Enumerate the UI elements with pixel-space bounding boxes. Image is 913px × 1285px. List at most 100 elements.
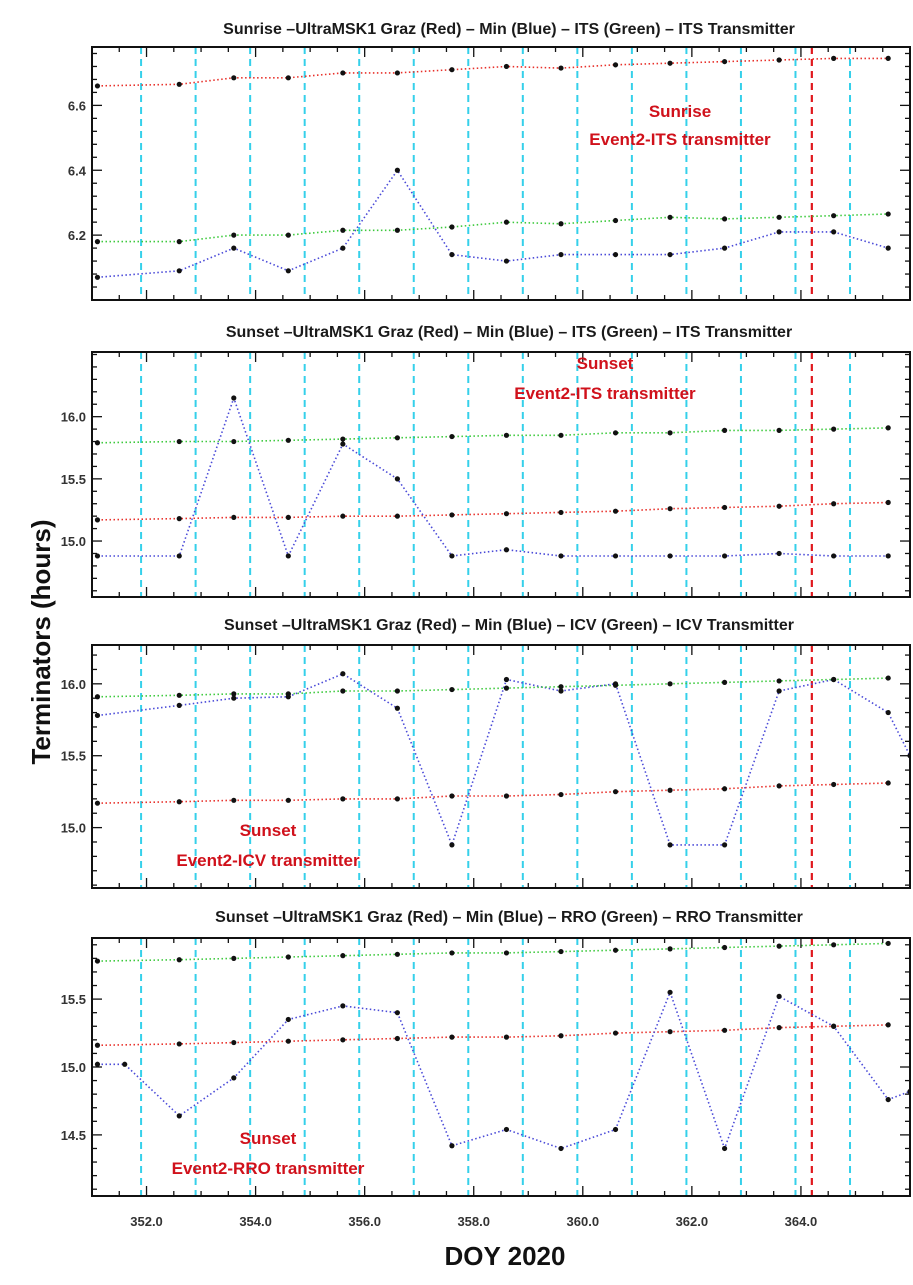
data-point bbox=[285, 691, 291, 697]
data-point bbox=[94, 553, 101, 559]
data-point bbox=[449, 1034, 455, 1040]
series-line-2 bbox=[97, 168, 889, 279]
series-line-2 bbox=[97, 672, 910, 848]
data-point bbox=[94, 239, 101, 245]
data-point bbox=[831, 1023, 837, 1029]
data-point bbox=[340, 688, 346, 694]
data-point bbox=[885, 55, 891, 61]
data-point bbox=[721, 553, 728, 559]
data-point bbox=[285, 1016, 291, 1023]
data-point bbox=[612, 251, 619, 258]
data-point bbox=[558, 1145, 564, 1152]
data-point bbox=[831, 501, 837, 507]
data-point bbox=[831, 942, 837, 948]
data-point bbox=[176, 1041, 182, 1047]
data-point bbox=[176, 692, 182, 698]
data-point bbox=[231, 955, 237, 961]
data-point bbox=[612, 947, 619, 953]
y-tick-label: 16.0 bbox=[61, 677, 86, 692]
y-tick-label: 15.5 bbox=[61, 992, 86, 1007]
data-point bbox=[885, 553, 891, 559]
data-point bbox=[558, 688, 564, 694]
data-point bbox=[503, 1034, 510, 1040]
data-point bbox=[721, 245, 728, 251]
data-point bbox=[503, 547, 510, 553]
chart-panel-3: Sunset –UltraMSK1 Graz (Red) – Min (Blue… bbox=[61, 617, 911, 889]
y-tick-label: 16.0 bbox=[61, 410, 86, 425]
data-point bbox=[340, 953, 346, 959]
data-point bbox=[885, 709, 891, 716]
series-line-3 bbox=[97, 942, 889, 962]
panel-title: Sunset –UltraMSK1 Graz (Red) – Min (Blue… bbox=[215, 909, 803, 926]
data-point bbox=[885, 245, 891, 251]
data-point bbox=[885, 211, 891, 217]
data-point bbox=[721, 1145, 728, 1152]
data-point bbox=[885, 1096, 891, 1103]
data-point bbox=[394, 167, 400, 173]
data-point bbox=[285, 514, 291, 521]
data-point bbox=[340, 1037, 346, 1043]
data-point bbox=[394, 1035, 400, 1042]
data-point bbox=[558, 432, 564, 438]
data-point bbox=[285, 437, 291, 443]
data-point bbox=[776, 943, 782, 949]
x-axis-label: DOY 2020 bbox=[445, 1241, 566, 1271]
panel-annotation: Event2-RRO transmitter bbox=[172, 1159, 365, 1178]
data-point bbox=[558, 251, 564, 258]
data-point bbox=[231, 438, 237, 445]
y-tick-label: 15.5 bbox=[61, 472, 86, 487]
x-tick-label: 364.0 bbox=[785, 1214, 818, 1229]
data-point bbox=[612, 62, 619, 68]
data-point bbox=[176, 1113, 182, 1119]
x-tick-label: 362.0 bbox=[676, 1214, 709, 1229]
data-point bbox=[394, 435, 400, 441]
data-point bbox=[667, 430, 673, 436]
series-line-3 bbox=[97, 677, 889, 698]
data-point bbox=[231, 232, 237, 238]
data-point bbox=[776, 229, 782, 235]
data-point bbox=[231, 514, 237, 521]
x-tick-label: 352.0 bbox=[130, 1214, 163, 1229]
data-point bbox=[449, 67, 455, 73]
data-point bbox=[612, 1126, 619, 1133]
data-point bbox=[285, 268, 291, 274]
data-point bbox=[231, 1039, 237, 1046]
data-point bbox=[176, 799, 182, 805]
series-line-3 bbox=[97, 427, 889, 444]
data-point bbox=[449, 251, 455, 258]
data-point bbox=[503, 685, 510, 691]
data-point bbox=[831, 213, 837, 219]
data-point bbox=[394, 796, 400, 802]
data-point bbox=[885, 780, 891, 786]
data-point bbox=[94, 274, 101, 280]
data-point bbox=[721, 216, 728, 222]
data-point bbox=[776, 214, 782, 220]
data-point bbox=[776, 57, 782, 63]
data-point bbox=[885, 675, 891, 681]
data-point bbox=[776, 993, 782, 999]
data-point bbox=[721, 679, 728, 685]
data-point bbox=[558, 684, 564, 690]
data-point bbox=[721, 427, 728, 433]
data-point bbox=[394, 70, 400, 76]
data-point bbox=[503, 1126, 510, 1133]
data-point bbox=[503, 63, 510, 70]
panel-annotation: Sunset bbox=[240, 821, 297, 840]
data-point bbox=[231, 75, 237, 81]
y-tick-label: 15.0 bbox=[61, 534, 86, 549]
data-point bbox=[831, 55, 837, 61]
data-point bbox=[340, 436, 346, 442]
data-point bbox=[449, 950, 455, 956]
data-point bbox=[831, 426, 837, 432]
series-line-1 bbox=[97, 1024, 889, 1047]
data-point bbox=[285, 954, 291, 960]
data-point bbox=[394, 513, 400, 519]
data-point bbox=[831, 676, 837, 683]
data-point bbox=[394, 705, 400, 711]
data-point bbox=[667, 787, 673, 793]
data-point bbox=[122, 1061, 128, 1067]
panel-annotation: Sunrise bbox=[649, 102, 711, 121]
data-point bbox=[449, 793, 455, 799]
y-tick-label: 14.5 bbox=[61, 1128, 86, 1143]
x-tick-label: 360.0 bbox=[567, 1214, 600, 1229]
